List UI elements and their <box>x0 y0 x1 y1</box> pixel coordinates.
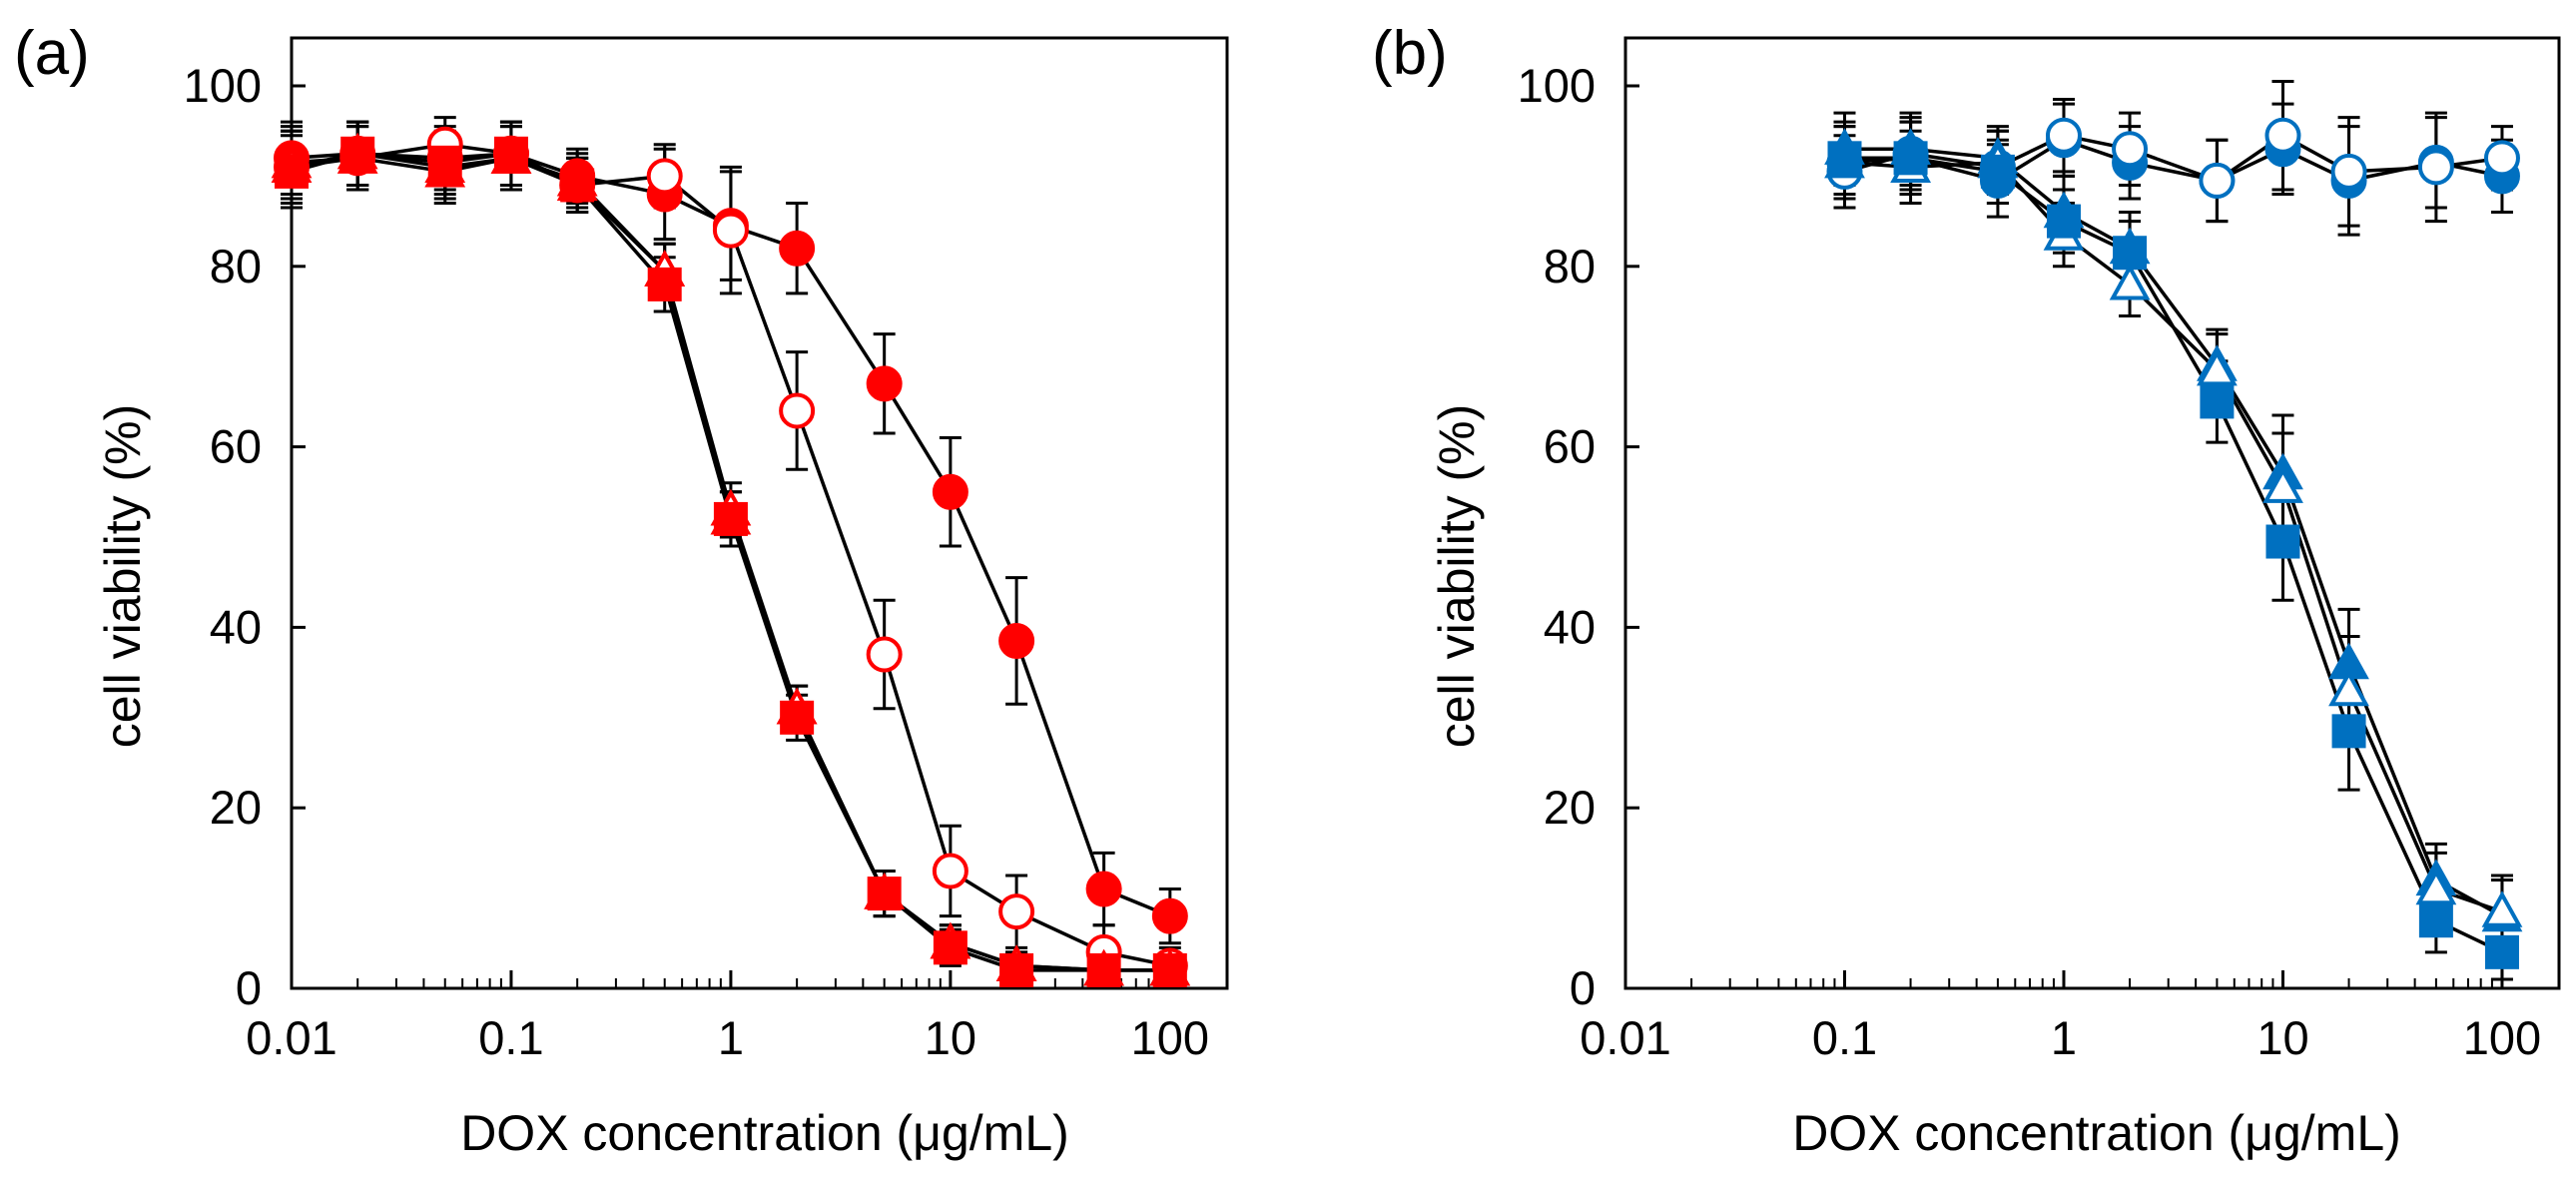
panel-b-marker <box>2328 669 2369 707</box>
panel-b-marker <box>2483 140 2520 177</box>
panel-b-marker <box>1980 154 2015 189</box>
panel-a-marker <box>999 952 1034 987</box>
panel-a-y-tick-label: 60 <box>210 420 262 473</box>
panel-a-x-axis-title: DOX concentration (μg/mL) <box>460 1105 1069 1161</box>
panel-b-y-tick-label: 100 <box>1518 59 1596 112</box>
panel-b-y-tick-label: 0 <box>1570 961 1596 1014</box>
panel-b-error-bars <box>1833 79 2513 981</box>
panel-a-marker <box>275 154 309 189</box>
panel-a-x-tick-label: 0.1 <box>478 1011 543 1064</box>
panel-a-y-tick-label: 40 <box>210 600 262 653</box>
panel-b-x-tick-label: 1 <box>2051 1011 2077 1064</box>
panel-b-markers <box>1824 117 2523 969</box>
panel-b-marker <box>2109 263 2151 300</box>
panel-b-marker <box>1827 141 1862 176</box>
panel-b-y-tick-label: 20 <box>1544 781 1596 834</box>
panel-a-marker <box>932 473 968 510</box>
panel-b-marker <box>2481 890 2523 927</box>
panel-b-x-tick-label: 100 <box>2463 1011 2541 1064</box>
panel-a-y-tick-label: 80 <box>210 240 262 293</box>
panel-b-marker <box>2265 524 2300 559</box>
panel-a-marker <box>780 700 815 735</box>
panel-a-marker <box>712 212 749 249</box>
panel-b-marker <box>2046 204 2081 239</box>
panel-b-ticks: 0 20 40 60 80 100 0.01 0.1 1 10 100 <box>1518 59 2542 1064</box>
panel-a-marker <box>1086 952 1121 987</box>
panel-a-marker <box>998 893 1035 930</box>
panel-a-marker <box>1151 897 1188 934</box>
panel-a-marker <box>866 365 903 402</box>
panel-b-label: (b) <box>1372 19 1448 88</box>
panel-a-x-tick-label: 100 <box>1131 1011 1209 1064</box>
panel-a-marker <box>932 853 968 889</box>
panel-a-marker <box>1152 952 1187 987</box>
panel-b-marker <box>2331 714 2366 749</box>
panel-b-y-axis-title: cell viability (%) <box>1429 404 1485 749</box>
panel-b-y-tick-label: 80 <box>1544 240 1596 293</box>
panel-a-x-tick-label: 10 <box>925 1011 976 1064</box>
panel-a-marker <box>340 136 375 171</box>
panel-b-series-line <box>1844 138 2503 183</box>
panel-a-y-tick-label: 20 <box>210 781 262 834</box>
panel-b-marker <box>2418 903 2453 938</box>
panel-b: (b) cell viability (%) DOX concentration… <box>1372 19 2561 1161</box>
panel-a-y-tick-label: 0 <box>236 961 262 1014</box>
panel-a-y-tick-label: 100 <box>184 59 262 112</box>
panel-b-marker <box>2415 868 2457 905</box>
panel-a-marker <box>560 168 595 203</box>
panel-a-marker <box>779 392 816 429</box>
panel-b-marker <box>2199 162 2236 199</box>
panel-a-marker <box>713 501 748 536</box>
panel-b-marker <box>2197 348 2238 386</box>
panel-b-marker <box>2262 466 2303 503</box>
panel-b-x-tick-label: 0.01 <box>1580 1011 1670 1064</box>
panel-a-label: (a) <box>14 19 90 88</box>
panel-a-marker <box>998 622 1035 659</box>
panel-a-markers <box>271 126 1191 987</box>
panel-a-plot-frame <box>290 36 1229 990</box>
panel-a-ticks: 0 20 40 60 80 100 0.01 0.1 1 10 100 <box>184 59 1209 1064</box>
panel-a-y-axis-title: cell viability (%) <box>95 404 151 749</box>
panel-b-marker <box>2330 153 2367 190</box>
panel-b-series-line <box>1844 147 2503 918</box>
panel-b-marker <box>2264 117 2301 154</box>
panel-b-marker <box>2417 149 2454 186</box>
panel-b-marker <box>2113 236 2148 271</box>
panel-a-marker <box>866 636 903 673</box>
panel-a-marker <box>646 158 683 195</box>
panel-b-y-tick-label: 40 <box>1544 600 1596 653</box>
panel-a-marker <box>647 267 682 301</box>
panel-b-marker <box>1893 141 1928 176</box>
panel-a-x-tick-label: 1 <box>718 1011 744 1064</box>
panel-b-series-line <box>1844 133 2503 183</box>
panel-b-y-tick-label: 60 <box>1544 420 1596 473</box>
panel-a-x-tick-label: 0.01 <box>246 1011 336 1064</box>
panel-b-marker <box>2484 934 2519 969</box>
panel-a-marker <box>427 145 462 180</box>
panel-b-marker <box>2045 117 2082 154</box>
panel-b-marker <box>2112 131 2149 168</box>
panel-a: (a) cell viability (%) DOX concentration… <box>14 19 1229 1161</box>
panel-b-marker <box>2200 384 2235 419</box>
panel-b-series-line <box>1844 156 2503 954</box>
panel-b-plot-frame <box>1623 36 2561 990</box>
panel-a-marker <box>933 930 967 965</box>
panel-b-x-axis-title: DOX concentration (μg/mL) <box>1792 1105 2401 1161</box>
panel-a-marker <box>779 230 816 267</box>
panel-a-marker <box>867 877 902 911</box>
panel-b-x-tick-label: 0.1 <box>1812 1011 1877 1064</box>
panel-a-marker <box>493 136 528 171</box>
panel-b-series-lines <box>1844 133 2503 954</box>
panel-b-x-tick-label: 10 <box>2256 1011 2308 1064</box>
panel-a-marker <box>1085 871 1122 907</box>
